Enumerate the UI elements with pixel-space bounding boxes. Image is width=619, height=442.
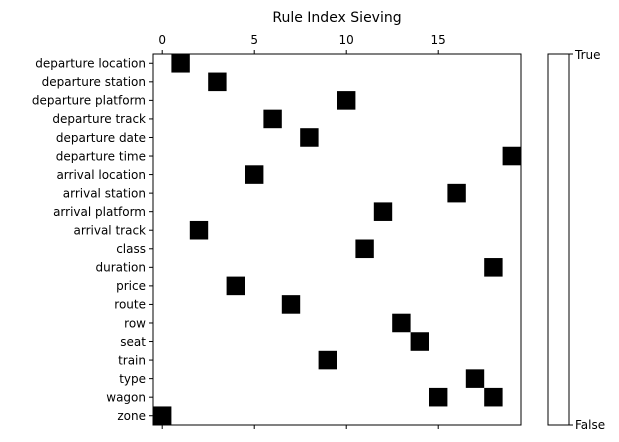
x-tick-label-0: 0: [158, 33, 166, 47]
y-tick-label-6: arrival location: [56, 168, 146, 182]
x-tick-label-15: 15: [431, 33, 446, 47]
heatmap-cell-0: [171, 54, 190, 73]
y-tick-label-13: route: [114, 298, 146, 312]
heatmap-cell-10: [355, 239, 374, 259]
heatmap-cell-9: [189, 220, 209, 240]
y-tick-label-12: price: [116, 279, 146, 293]
y-tick-label-0: departure location: [35, 57, 146, 71]
heatmap-cell-1: [208, 72, 227, 92]
y-tick-label-9: arrival track: [74, 224, 147, 238]
y-tick-label-17: type: [119, 372, 146, 386]
heatmap-cell-13: [281, 295, 301, 314]
heatmap-cell-16: [318, 350, 337, 370]
heatmap-cell-14: [392, 313, 411, 333]
y-axis-ticks: departure location departure station depar…: [32, 57, 153, 423]
y-tick-label-3: departure track: [52, 112, 146, 126]
y-tick-label-5: departure time: [56, 149, 146, 163]
heatmap-cell-5: [502, 146, 521, 166]
heatmap-cell-19: [484, 387, 503, 407]
chart-title: Rule Index Sieving: [272, 10, 401, 26]
heatmap-cell-11: [484, 258, 503, 277]
colorbar-label-true: True: [574, 48, 601, 62]
heatmap-cell-6: [245, 165, 264, 184]
y-tick-label-11: duration: [96, 261, 147, 275]
y-tick-label-2: departure platform: [32, 94, 146, 108]
heatmap-cell-7: [447, 183, 466, 203]
y-tick-label-1: departure station: [42, 75, 146, 89]
y-tick-label-7: arrival station: [63, 186, 146, 200]
heatmap-plot: [153, 54, 521, 425]
y-tick-label-4: departure date: [56, 131, 146, 145]
colorbar: [547, 53, 570, 426]
y-tick-label-19: zone: [117, 409, 146, 423]
heatmap-cell-20: [153, 406, 172, 425]
y-tick-label-18: wagon: [106, 390, 146, 404]
heatmap-cell-12: [226, 276, 245, 296]
x-tick-label-10: 10: [339, 33, 354, 47]
y-tick-label-8: arrival platform: [53, 205, 146, 219]
y-tick-label-15: seat: [120, 335, 146, 349]
heatmap-cell-8: [373, 202, 393, 221]
y-tick-label-10: class: [116, 242, 146, 256]
plot-frame: [152, 53, 522, 426]
y-tick-label-16: train: [118, 353, 146, 367]
heatmap-cell-17: [465, 369, 485, 388]
heatmap-cell-2: [337, 91, 356, 110]
y-tick-label-14: row: [124, 316, 146, 330]
heatmap-cell-4: [300, 128, 319, 147]
heatmap-cell-15: [410, 332, 429, 351]
x-axis-ticks: 0 5 10 15: [158, 33, 446, 429]
x-tick-label-5: 5: [250, 33, 258, 47]
heatmap-cell-3: [263, 109, 282, 129]
colorbar-label-false: False: [575, 418, 605, 432]
heatmap-cell-18: [429, 387, 448, 407]
